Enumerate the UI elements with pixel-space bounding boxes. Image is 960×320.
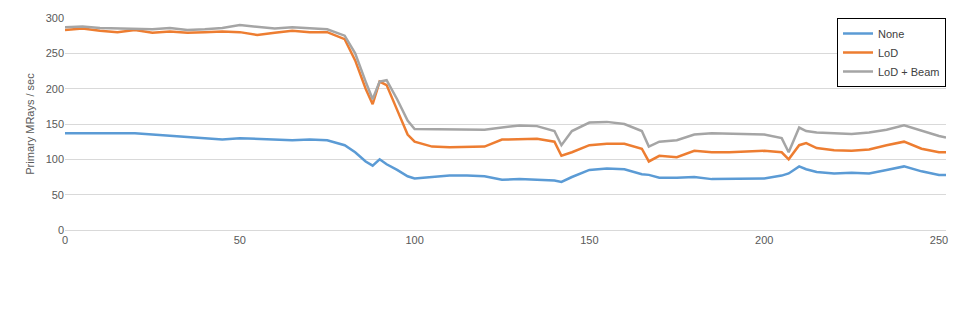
svg-text:200: 200 xyxy=(46,83,64,95)
svg-text:50: 50 xyxy=(234,234,246,246)
svg-text:50: 50 xyxy=(52,189,64,201)
svg-text:0: 0 xyxy=(58,224,64,236)
svg-text:Primary MRays / sec: Primary MRays / sec xyxy=(24,73,36,175)
svg-text:300: 300 xyxy=(46,12,64,24)
svg-text:LoD: LoD xyxy=(878,47,898,59)
svg-text:100: 100 xyxy=(405,234,423,246)
svg-text:150: 150 xyxy=(46,118,64,130)
svg-text:150: 150 xyxy=(580,234,598,246)
svg-text:LoD + Beam: LoD + Beam xyxy=(878,66,939,78)
svg-text:0: 0 xyxy=(62,234,68,246)
svg-text:250: 250 xyxy=(930,234,948,246)
svg-text:200: 200 xyxy=(755,234,773,246)
svg-text:250: 250 xyxy=(46,47,64,59)
svg-text:100: 100 xyxy=(46,153,64,165)
svg-text:None: None xyxy=(878,28,904,40)
